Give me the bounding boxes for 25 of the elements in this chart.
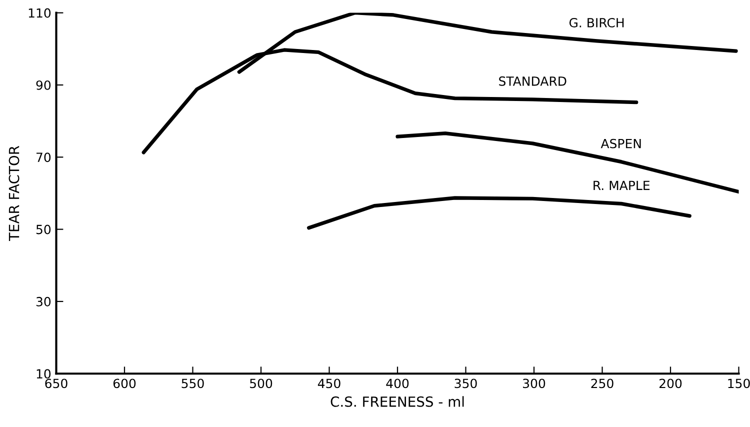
x-tick-label: 550 — [182, 378, 204, 388]
series-label: G. BIRCH — [569, 18, 624, 28]
x-tick-label: 600 — [113, 378, 136, 388]
x-axis-title: C.S. FREENESS - ml — [330, 396, 464, 407]
series-label: ASPEN — [600, 138, 641, 148]
x-tick-label: 200 — [659, 378, 682, 388]
x-tick-label: 150 — [728, 378, 750, 388]
line-series — [396, 132, 739, 194]
x-tick-label: 650 — [45, 378, 68, 388]
x-tick-label: 500 — [250, 378, 272, 388]
y-tick-label: 110 — [28, 8, 51, 18]
x-tick-label: 250 — [591, 378, 614, 388]
x-tick-label: 450 — [318, 378, 340, 388]
series-label: R. MAPLE — [594, 180, 650, 190]
line-series — [306, 196, 692, 230]
y-axis-title: TEAR FACTOR — [8, 146, 20, 242]
y-tick-label: 10 — [36, 369, 51, 379]
x-tick-label: 350 — [454, 378, 477, 388]
y-tick-label: 50 — [36, 224, 51, 234]
y-tick-label: 90 — [36, 80, 51, 90]
x-tick-label: 400 — [386, 378, 409, 388]
x-tick-label: 300 — [523, 378, 546, 388]
y-tick-label: 30 — [36, 296, 51, 306]
series-label: STANDARD — [499, 76, 566, 86]
y-tick-label: 70 — [36, 152, 51, 162]
